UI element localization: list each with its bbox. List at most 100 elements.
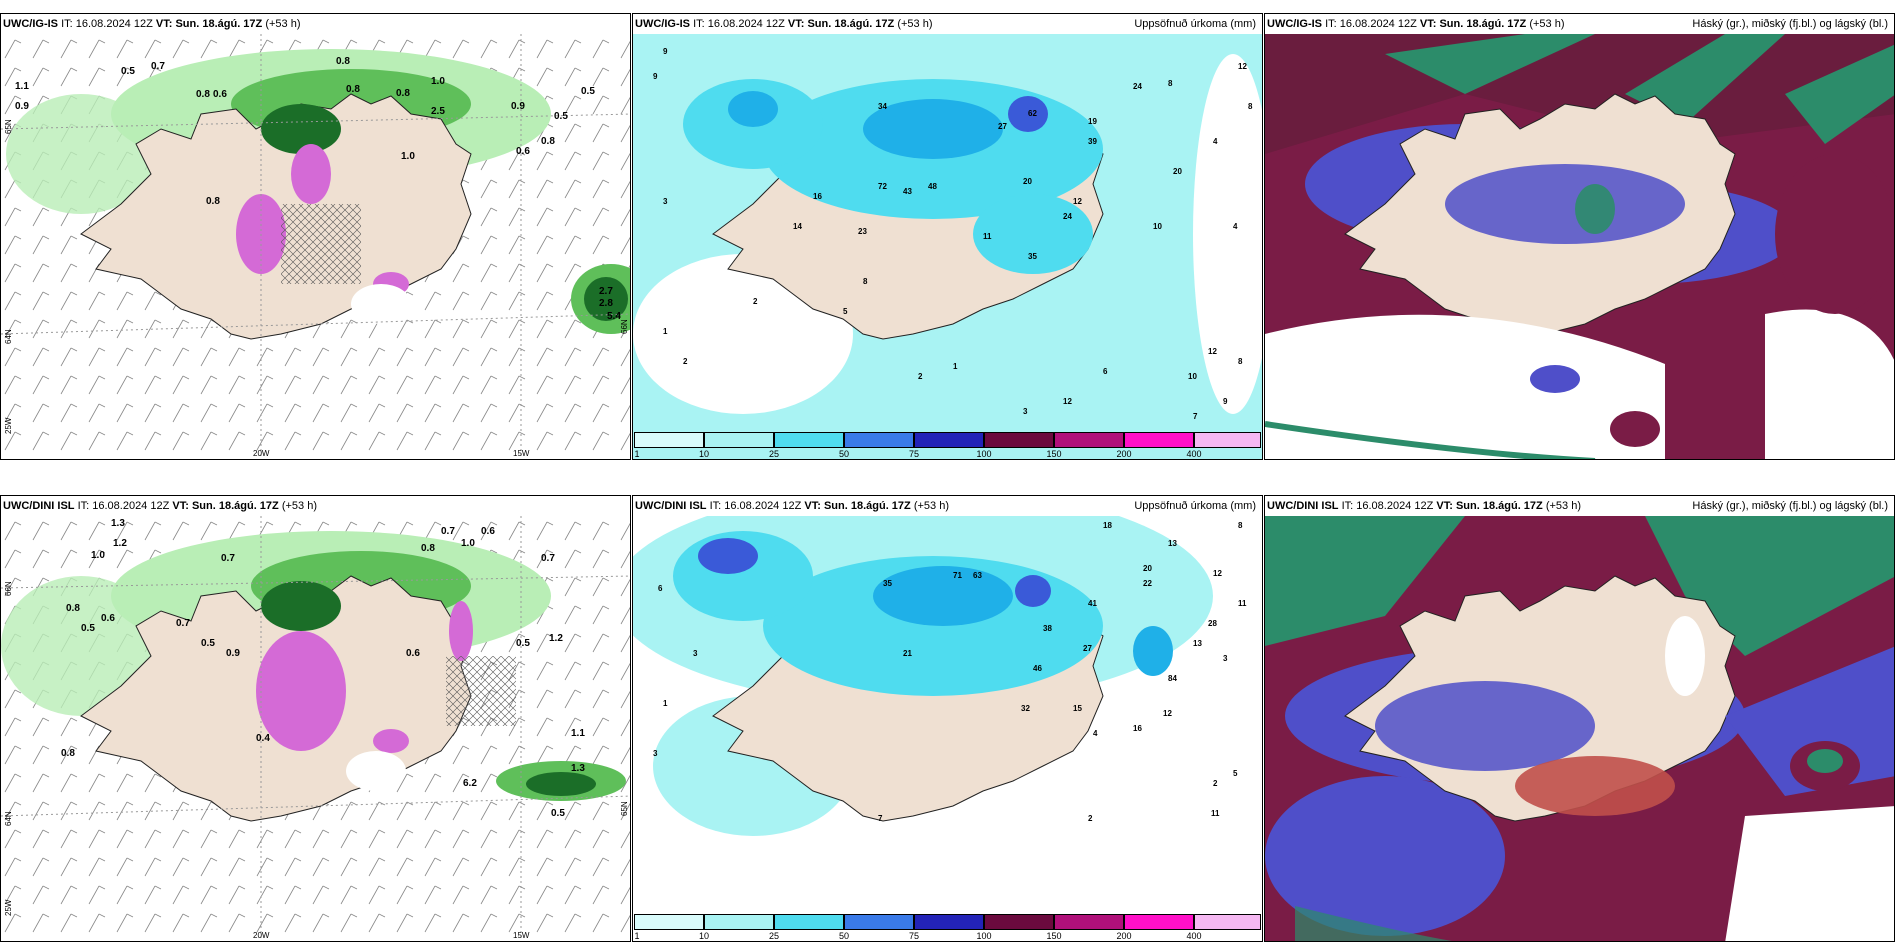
value-label: 1.2: [549, 633, 563, 644]
value-label: 20: [1143, 564, 1152, 573]
model-name: UWC/DINI ISL: [635, 500, 707, 512]
colorbar-legend: 1 10 25 50 75 100 150 200 400: [634, 430, 1261, 459]
value-label: 1.0: [431, 76, 445, 87]
value-label: 8: [1238, 521, 1243, 530]
vt-value: Sun. 18.ágú. 17Z: [1455, 500, 1543, 512]
value-label: 3: [653, 749, 658, 758]
colorbar-tick: 150: [1046, 449, 1062, 459]
it-label: IT:: [709, 500, 722, 512]
map-canvas: 1.3 1.2 1.0 0.7 0.6 0.8 0.6 0.7 0.5 0.9 …: [1, 516, 630, 941]
value-label: 34: [878, 102, 887, 111]
colorbar-legend: 1 10 25 50 75 100 150 200 400: [634, 912, 1261, 941]
value-label: 3: [1223, 654, 1228, 663]
colorbar-swatch: [914, 914, 984, 930]
value-label: 10: [1153, 222, 1162, 231]
value-label: 84: [1168, 674, 1177, 683]
vt-label: VT:: [1419, 18, 1437, 30]
value-label: 0.8: [396, 88, 410, 99]
colorbar-swatch: [844, 432, 914, 448]
value-label: 0.8: [206, 196, 220, 207]
vt-label: VT:: [787, 18, 805, 30]
value-label: 24: [1133, 82, 1142, 91]
value-label: 11: [983, 232, 992, 241]
axis-label: 64N: [4, 811, 13, 826]
axis-label: 15W: [513, 931, 530, 940]
value-label: 0.5: [516, 638, 530, 649]
value-label: 0.8: [336, 56, 350, 67]
value-label: 32: [1021, 704, 1030, 713]
colorbar-tick: 200: [1116, 931, 1132, 941]
value-label: 2: [683, 357, 688, 366]
value-label: 12: [1208, 347, 1217, 356]
value-label: 13: [1193, 639, 1202, 648]
lead-time: (+53 h): [281, 500, 317, 512]
vt-label: VT:: [172, 500, 189, 512]
map-canvas: 1.1 0.9 0.5 0.7 0.8 0.6 0.8 0.8 1.0 0.8 …: [1, 34, 630, 459]
map-canvas: 18 13 8 6 35 71 63 20 41 22 11 12 38 27 …: [633, 516, 1262, 941]
value-label: 7: [1193, 412, 1198, 421]
value-label: 6: [658, 584, 663, 593]
value-label: 0.9: [511, 101, 525, 112]
colorbar-swatch: [914, 432, 984, 448]
colorbar-swatch: [984, 432, 1054, 448]
axis-label: 65N: [4, 119, 13, 134]
value-label: 5: [843, 307, 848, 316]
colorbar-swatch: [1124, 914, 1194, 930]
value-label: 12: [1238, 62, 1247, 71]
value-label: 16: [813, 192, 822, 201]
colorbar-tick: 10: [698, 449, 710, 459]
value-label: 43: [903, 187, 912, 196]
model-name: UWC/DINI ISL: [3, 500, 75, 512]
value-label: 39: [1088, 137, 1097, 146]
colorbar-swatch: [984, 914, 1054, 930]
it-value: 16.08.2024 12Z: [92, 500, 170, 512]
value-label: 0.9: [226, 648, 240, 659]
value-label: 1.3: [111, 518, 125, 529]
panel-title: Háský (gr.), miðský (fj.bl.) og lágský (…: [1692, 500, 1888, 512]
value-label: 3: [693, 649, 698, 658]
value-label: 2.8: [599, 298, 613, 309]
value-label: 46: [1033, 664, 1042, 673]
value-label: 8: [1248, 102, 1253, 111]
colorbar-swatch: [704, 914, 774, 930]
value-label: 5: [1233, 769, 1238, 778]
colorbar-swatch: [774, 432, 844, 448]
value-label: 0.6: [406, 648, 420, 659]
value-label: 1.2: [113, 538, 127, 549]
value-label: 11: [1238, 599, 1247, 608]
it-label: IT:: [1325, 18, 1337, 30]
colorbar-tick: 75: [908, 449, 920, 459]
colorbar-swatch: [704, 432, 774, 448]
value-label: 11: [1211, 809, 1220, 818]
value-label: 9: [663, 47, 668, 56]
value-label: 16: [1133, 724, 1142, 733]
value-label: 9: [653, 72, 658, 81]
value-label: 2: [753, 297, 758, 306]
lead-time: (+53 h): [1545, 500, 1581, 512]
value-label: 8: [1168, 79, 1173, 88]
value-label: 13: [1168, 539, 1177, 548]
value-label: 12: [1163, 709, 1172, 718]
value-label: 0.7: [151, 61, 165, 72]
model-name: UWC/DINI ISL: [1267, 500, 1339, 512]
vt-value: Sun. 18.ágú. 17Z: [191, 500, 279, 512]
colorbar-tick: 400: [1186, 449, 1202, 459]
value-label: 1.0: [461, 538, 475, 549]
it-value: 16.08.2024 12Z: [707, 18, 785, 30]
value-label: 1.0: [401, 151, 415, 162]
value-label: 0.7: [176, 618, 190, 629]
colorbar-swatch: [1054, 432, 1124, 448]
value-label: 18: [1103, 521, 1112, 530]
value-label: 28: [1208, 619, 1217, 628]
colorbar-swatch: [634, 914, 704, 930]
value-label: 0.7: [441, 526, 455, 537]
value-label: 0.6: [516, 146, 530, 157]
colorbar-swatch: [844, 914, 914, 930]
axis-label: 66N: [620, 319, 629, 334]
panel-header: UWC/IG-IS IT: 16.08.2024 12Z VT: Sun. 18…: [1, 14, 630, 34]
value-label: 48: [928, 182, 937, 191]
axis-label: 20W: [253, 449, 270, 458]
value-label: 0.5: [551, 808, 565, 819]
colorbar-swatch: [1124, 432, 1194, 448]
value-label: 12: [1063, 397, 1072, 406]
